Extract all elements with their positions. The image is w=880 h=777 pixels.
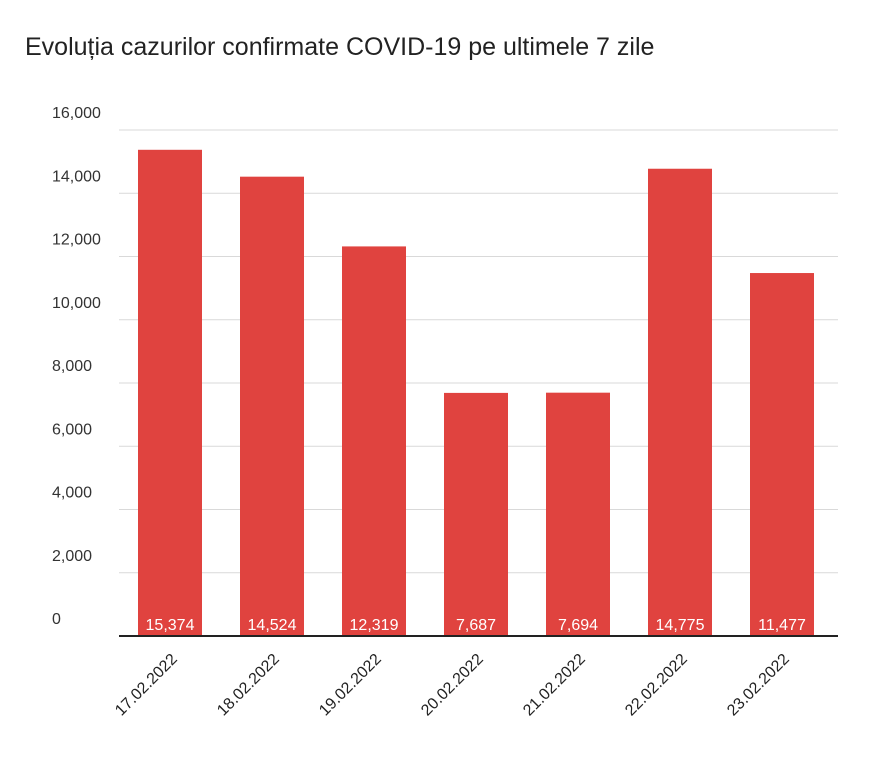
x-tick-label: 17.02.2022 <box>112 651 181 720</box>
y-tick-label: 12,000 <box>52 232 101 249</box>
y-tick-label: 0 <box>52 611 61 628</box>
y-tick-label: 16,000 <box>52 105 101 122</box>
bar <box>444 392 508 636</box>
x-tick-label: 20.02.2022 <box>418 651 487 720</box>
value-label: 14,775 <box>656 617 705 634</box>
value-label: 12,319 <box>350 617 399 634</box>
x-tick-label: 22.02.2022 <box>622 651 691 720</box>
chart-title: Evoluția cazurilor confirmate COVID-19 p… <box>25 33 654 61</box>
y-tick-label: 14,000 <box>52 168 101 185</box>
y-tick-label: 8,000 <box>52 358 92 375</box>
bar <box>342 246 406 636</box>
y-tick-label: 2,000 <box>52 548 92 565</box>
x-tick-label: 19.02.2022 <box>316 651 385 720</box>
value-label: 11,477 <box>758 617 806 634</box>
y-tick-label: 10,000 <box>52 295 101 312</box>
value-label: 7,687 <box>456 617 496 634</box>
bar <box>138 149 202 637</box>
value-label: 15,374 <box>146 617 195 634</box>
y-tick-label: 4,000 <box>52 485 92 502</box>
bar <box>648 168 712 636</box>
bar <box>750 273 814 636</box>
value-label: 7,694 <box>558 617 598 634</box>
x-tick-label: 21.02.2022 <box>520 651 589 720</box>
x-tick-label: 18.02.2022 <box>214 651 283 720</box>
bar <box>240 176 304 636</box>
y-tick-label: 6,000 <box>52 421 92 438</box>
bar <box>546 392 610 636</box>
x-tick-label: 23.02.2022 <box>724 651 793 720</box>
value-label: 14,524 <box>248 617 297 634</box>
